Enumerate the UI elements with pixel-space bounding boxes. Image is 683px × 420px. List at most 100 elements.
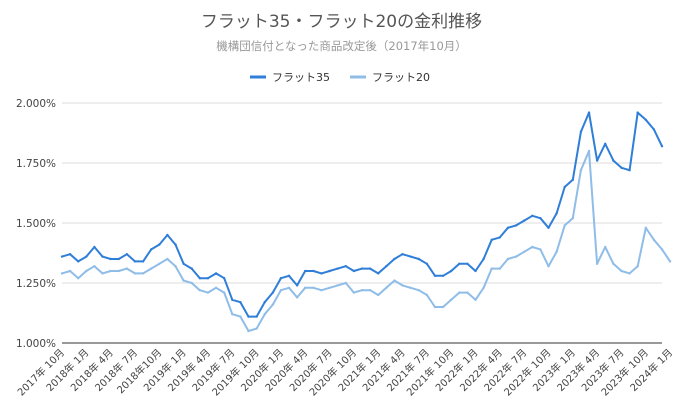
data-point [360,267,364,270]
data-point [295,296,299,299]
legend: フラット35 フラット20 [250,71,430,84]
y-tick-label: 1.000% [16,338,56,350]
legend-label-flat35: フラット35 [272,71,330,84]
chart-subtitle: 機構団信付となった商品改定後（2017年10月） [216,39,467,53]
data-point [344,265,347,268]
data-point [263,313,266,316]
data-point [352,291,356,294]
data-point [531,245,534,249]
data-point [547,265,550,268]
data-point [368,267,372,270]
data-point [304,286,307,289]
data-point [660,248,664,251]
data-point [304,269,307,273]
data-point [198,289,202,292]
data-point [563,185,566,189]
data-point [409,286,412,289]
data-point [571,178,575,181]
data-point [449,269,453,273]
data-point [231,298,234,301]
data-point [68,269,72,273]
data-point [85,255,88,258]
data-point [604,142,607,145]
data-point [174,243,177,246]
data-point [222,277,226,280]
data-point [385,286,388,289]
data-point [109,257,112,261]
data-point [312,269,315,273]
data-point [547,226,550,229]
data-point [60,272,64,275]
data-point [271,291,275,294]
data-point [441,305,445,309]
data-point [125,267,129,270]
data-point [255,327,258,330]
data-point [620,269,623,273]
data-point [612,159,615,162]
data-point [271,303,275,306]
data-point [377,272,380,275]
data-point [587,149,591,153]
data-point [295,284,299,287]
data-point [385,265,388,268]
data-point [336,284,339,287]
data-point [620,166,623,169]
data-point [344,281,347,285]
data-point [506,257,510,261]
data-point [214,272,218,275]
data-point [652,238,656,241]
data-point [490,238,493,241]
y-tick-label: 1.250% [16,278,56,290]
gridlines [62,102,662,344]
series-line [61,150,671,332]
data-point [287,274,291,277]
data-point [482,286,485,289]
data-point [660,145,664,148]
data-point [417,257,420,261]
data-point [117,257,120,261]
data-point [531,214,534,217]
data-point [612,262,615,265]
data-point [263,301,266,304]
data-point [182,262,185,265]
data-point [522,250,526,253]
data-point [514,255,518,258]
data-point [425,262,429,265]
data-point [563,224,566,227]
data-point [109,269,112,273]
data-point [628,169,631,172]
y-tick-label: 1.500% [16,218,56,230]
data-point [60,255,64,258]
data-point [312,286,315,289]
data-point [482,257,485,261]
data-point [328,286,331,289]
data-point [668,260,672,263]
data-point [77,277,80,280]
data-point [166,233,169,237]
data-point [579,169,583,172]
data-point [190,267,193,270]
data-point [279,289,283,292]
data-point [433,274,437,277]
data-point [206,291,210,294]
data-point [141,272,145,275]
y-tick-label: 1.750% [16,158,56,170]
y-tick-label: 2.000% [16,98,56,110]
data-point [587,111,591,114]
data-point [555,212,558,215]
data-point [595,159,599,162]
data-point [433,305,437,309]
data-point [401,253,404,256]
data-point [158,243,161,246]
data-point [320,272,323,275]
data-point [644,226,647,229]
data-point [466,262,469,265]
data-point [85,269,88,273]
data-point [255,315,258,318]
data-point [409,255,412,258]
data-point [644,118,647,122]
data-point [182,279,185,282]
data-point [93,265,96,268]
